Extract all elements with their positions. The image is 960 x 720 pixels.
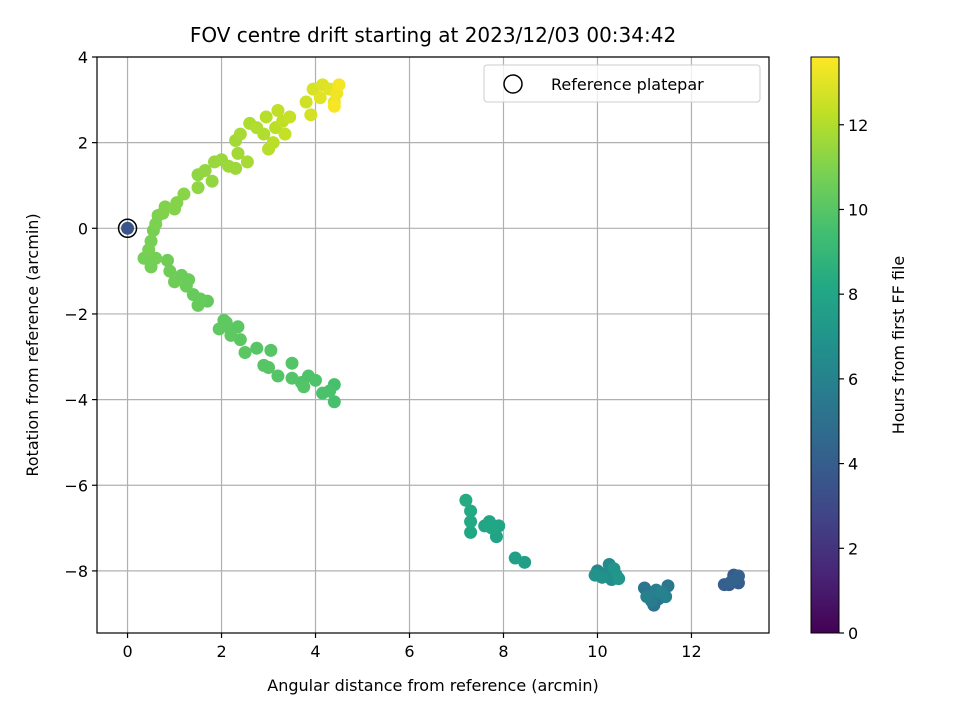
colorbar-tick-label: 8: [848, 285, 858, 304]
scatter-point: [271, 104, 285, 118]
scatter-point: [640, 590, 654, 604]
scatter-point: [224, 328, 238, 342]
colorbar-tick-label: 12: [848, 116, 868, 135]
scatter-point: [283, 110, 297, 124]
scatter-point: [508, 551, 522, 565]
legend: Reference platepar: [483, 64, 761, 103]
x-tick-label: 8: [498, 642, 508, 661]
scatter-point: [177, 187, 191, 201]
scatter-point: [607, 562, 621, 576]
colorbar-tick-label: 10: [848, 200, 868, 219]
y-tick-label: −6: [64, 476, 88, 495]
scatter-point: [464, 525, 478, 539]
x-tick-label: 12: [681, 642, 701, 661]
scatter-point: [271, 369, 285, 383]
scatter-point: [278, 127, 292, 141]
scatter-point: [163, 264, 177, 278]
scatter-point: [485, 521, 499, 535]
data-points: [137, 78, 745, 612]
colorbar-tick-label: 0: [848, 624, 858, 643]
scatter-point: [266, 136, 280, 150]
scatter-point: [464, 504, 478, 518]
y-axis-label: Rotation from reference (arcmin): [23, 213, 42, 476]
scatter-point: [257, 358, 271, 372]
scatter-point: [464, 515, 478, 529]
y-tick-label: −2: [64, 305, 88, 324]
scatter-point: [229, 161, 243, 175]
scatter-point: [160, 253, 174, 267]
x-tick-label: 2: [216, 642, 226, 661]
colorbar-label: Hours from first FF file: [889, 256, 908, 435]
colorbar-gradient: [811, 57, 839, 633]
scatter-point: [182, 273, 196, 287]
y-tick-label: −8: [64, 562, 88, 581]
scatter-point: [332, 78, 346, 92]
colorbar-tick-label: 4: [848, 455, 858, 474]
scatter-point: [297, 380, 311, 394]
y-tick-label: −4: [64, 391, 88, 410]
scatter-point: [212, 322, 226, 336]
colorbar-tick-label: 6: [848, 370, 858, 389]
scatter-point: [299, 95, 313, 109]
scatter-point: [191, 298, 205, 312]
x-tick-label: 4: [310, 642, 320, 661]
scatter-point: [304, 108, 318, 122]
reference-point-ring: [117, 218, 138, 239]
scatter-point: [240, 155, 254, 169]
scatter-point: [285, 356, 299, 370]
scatter-point: [238, 345, 252, 359]
scatter-point: [327, 99, 341, 113]
scatter-point: [186, 288, 200, 302]
scatter-point: [285, 371, 299, 385]
scatter-point: [170, 196, 184, 210]
scatter-point: [612, 572, 626, 586]
scatter-point: [327, 395, 341, 409]
scatter-point: [588, 568, 602, 582]
y-axis-ticks: −8 −6 −4 −2 0 2 4: [64, 48, 97, 581]
colorbar-ticks: 0 2 4 6 8 10 12: [839, 116, 868, 643]
y-tick-label: 4: [78, 48, 88, 67]
plot-frame: [96, 56, 770, 634]
x-tick-label: 6: [404, 642, 414, 661]
reference-point-fill: [121, 221, 135, 235]
y-tick-label: 0: [78, 219, 88, 238]
scatter-point: [259, 110, 273, 124]
y-tick-label: 2: [78, 134, 88, 153]
scatter-point: [198, 163, 212, 177]
x-tick-label: 10: [587, 642, 607, 661]
scatter-point: [168, 275, 182, 289]
scatter-point: [144, 234, 158, 248]
scatter-point: [257, 127, 271, 141]
x-axis-ticks: 0 2 4 6 8 10 12: [122, 633, 702, 661]
scatter-point: [191, 181, 205, 195]
x-axis-label: Angular distance from reference (arcmin): [267, 676, 598, 695]
scatter-point: [724, 575, 738, 589]
scatter-point: [250, 341, 264, 355]
x-tick-label: 0: [122, 642, 132, 661]
colorbar: 0 2 4 6 8 10 12 Hours from first FF file: [810, 56, 908, 643]
colorbar-tick-label: 2: [848, 539, 858, 558]
scatter-point: [459, 493, 473, 507]
scatter-point: [231, 146, 245, 160]
legend-box: [483, 64, 761, 103]
grid-lines: [97, 56, 769, 633]
scatter-point: [205, 174, 219, 188]
scatter-point: [654, 585, 668, 599]
scatter-point: [233, 127, 247, 141]
scatter-point: [316, 386, 330, 400]
scatter-point: [313, 91, 327, 105]
chart-title: FOV centre drift starting at 2023/12/03 …: [190, 23, 676, 47]
scatter-point: [264, 343, 278, 357]
legend-marker-icon: [503, 74, 523, 94]
legend-entry-reference-platepar: Reference platepar: [551, 75, 704, 94]
colorbar-frame: [810, 56, 840, 634]
reference-point: [117, 218, 138, 239]
scatter-point: [144, 260, 158, 274]
